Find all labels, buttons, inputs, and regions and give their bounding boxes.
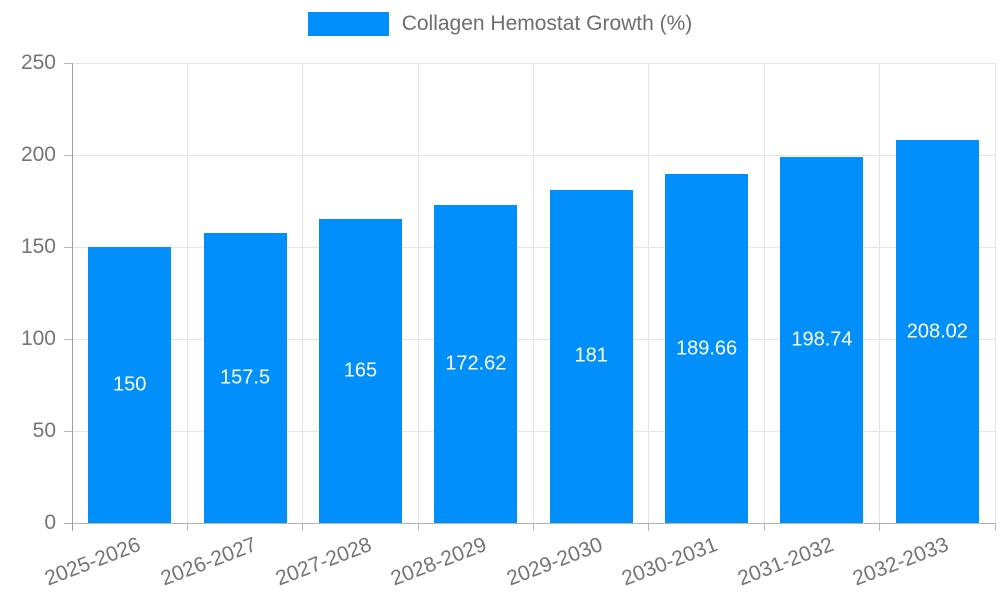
x-axis-label: 2031-2032 <box>734 533 837 591</box>
y-axis-tick <box>64 430 72 432</box>
bar-value-label: 198.74 <box>791 328 853 351</box>
y-axis-line <box>71 63 73 531</box>
legend-swatch <box>307 12 389 36</box>
y-axis-label: 250 <box>20 51 56 74</box>
bar-2030-2031[interactable] <box>665 174 748 523</box>
bar-value-label: 165 <box>343 359 378 382</box>
x-axis-label: 2027-2028 <box>272 533 375 591</box>
x-gridline <box>417 63 419 523</box>
bar-value-label: 150 <box>113 373 147 396</box>
y-axis-label: 150 <box>20 235 56 258</box>
x-axis-tick <box>533 523 534 531</box>
y-axis-tick <box>64 246 72 248</box>
y-axis-label: 50 <box>32 419 56 442</box>
x-axis-tick <box>763 523 765 531</box>
y-axis-tick <box>64 62 72 64</box>
x-axis-label: 2032-2033 <box>849 533 952 591</box>
x-axis-label: 2029-2030 <box>503 533 606 591</box>
bar-2029-2030[interactable] <box>550 189 633 523</box>
y-axis-label: 100 <box>20 327 56 350</box>
x-gridline <box>648 63 650 523</box>
x-axis-tick <box>994 523 996 531</box>
x-axis-line <box>64 522 995 524</box>
x-axis-label: 2030-2031 <box>618 533 721 591</box>
x-gridline <box>186 63 188 523</box>
x-axis-label: 2026-2027 <box>157 533 260 591</box>
x-axis-tick <box>648 523 650 531</box>
bar-value-label: 172.62 <box>445 352 507 375</box>
bar-2027-2028[interactable] <box>319 219 402 523</box>
bar-2026-2027[interactable] <box>204 233 287 523</box>
x-axis-label: 2025-2026 <box>41 533 144 591</box>
legend-item[interactable]: Collagen Hemostat Growth (%) <box>0 12 1000 36</box>
y-axis-label: 200 <box>20 143 56 166</box>
bar-value-label: 189.66 <box>675 337 738 359</box>
bar-2028-2029[interactable] <box>434 205 517 523</box>
x-gridline <box>533 63 534 523</box>
x-axis-tick <box>186 523 188 531</box>
y-axis-tick <box>64 154 72 156</box>
bar-2032-2033[interactable] <box>896 140 979 523</box>
x-gridline <box>302 63 304 523</box>
bar-value-label: 181 <box>574 344 608 367</box>
bar-value-label: 157.5 <box>220 366 271 389</box>
x-axis-tick <box>417 523 419 531</box>
x-axis-tick <box>302 523 304 531</box>
bar-2031-2032[interactable] <box>780 157 863 523</box>
x-axis-tick <box>879 523 881 531</box>
x-axis-label: 2028-2029 <box>388 533 491 591</box>
legend-label: Collagen Hemostat Growth (%) <box>401 12 693 35</box>
bar-value-label: 208.02 <box>906 320 968 343</box>
y-axis-label: 0 <box>44 511 56 534</box>
x-gridline <box>994 63 996 523</box>
y-axis-tick <box>64 338 72 340</box>
x-gridline <box>879 63 881 523</box>
x-gridline <box>763 63 765 523</box>
bar-2025-2026[interactable] <box>88 247 171 523</box>
